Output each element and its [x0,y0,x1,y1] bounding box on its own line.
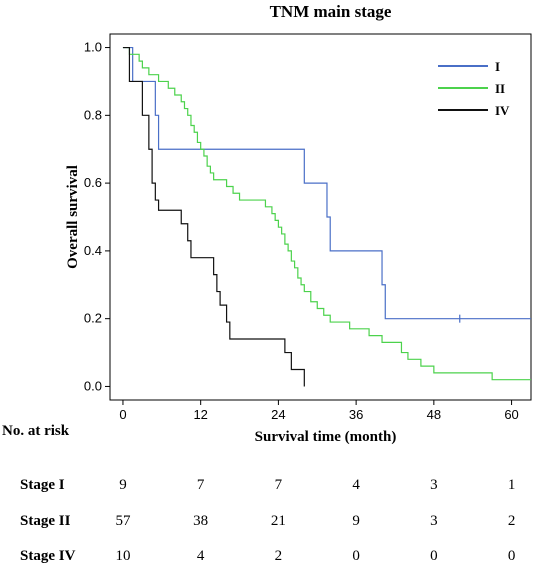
risk-cell: 0 [352,548,360,564]
legend-label-I: I [495,59,500,74]
risk-cell: 1 [508,477,516,493]
risk-cell: 7 [275,477,283,493]
y-tick-label: 0.8 [84,107,102,122]
risk-cell: 0 [430,548,438,564]
risk-cell: 21 [271,513,286,529]
survival-curve-IV [122,46,305,387]
x-tick-label: 0 [119,407,126,422]
risk-cell: 3 [430,477,438,493]
risk-cell: 0 [508,548,516,564]
y-tick-label: 0.4 [84,243,102,258]
y-axis-label: Overall survival [65,165,81,269]
legend-label-IV: IV [495,103,510,118]
risk-row-label: Stage I [20,477,65,493]
y-tick-label: 1.0 [84,40,102,55]
risk-row-label: Stage IV [20,548,76,564]
x-tick-label: 60 [504,407,518,422]
risk-cell: 7 [197,477,205,493]
x-tick-label: 24 [271,407,285,422]
risk-cell: 9 [352,513,360,529]
risk-row-label: Stage II [20,513,71,529]
plot-frame [109,33,532,401]
x-tick-label: 12 [193,407,207,422]
y-tick-label: 0.0 [84,378,102,393]
y-tick-label: 0.2 [84,311,102,326]
risk-cell: 4 [352,477,360,493]
risk-cell: 4 [197,548,205,564]
risk-cell: 10 [115,548,130,564]
risk-cell: 57 [115,513,131,529]
risk-table-header: No. at risk [2,423,70,439]
chart-title: TNM main stage [270,2,392,21]
risk-cell: 9 [119,477,127,493]
x-tick-label: 48 [427,407,441,422]
risk-cell: 3 [430,513,438,529]
risk-cell: 2 [508,513,516,529]
x-tick-label: 36 [349,407,363,422]
risk-cell: 38 [193,513,208,529]
x-axis-label: Survival time (month) [255,429,397,445]
legend-label-II: II [495,81,505,96]
risk-cell: 2 [275,548,283,564]
survival-curve-I [122,46,531,320]
survival-curve-II [122,46,531,381]
y-tick-label: 0.6 [84,175,102,190]
